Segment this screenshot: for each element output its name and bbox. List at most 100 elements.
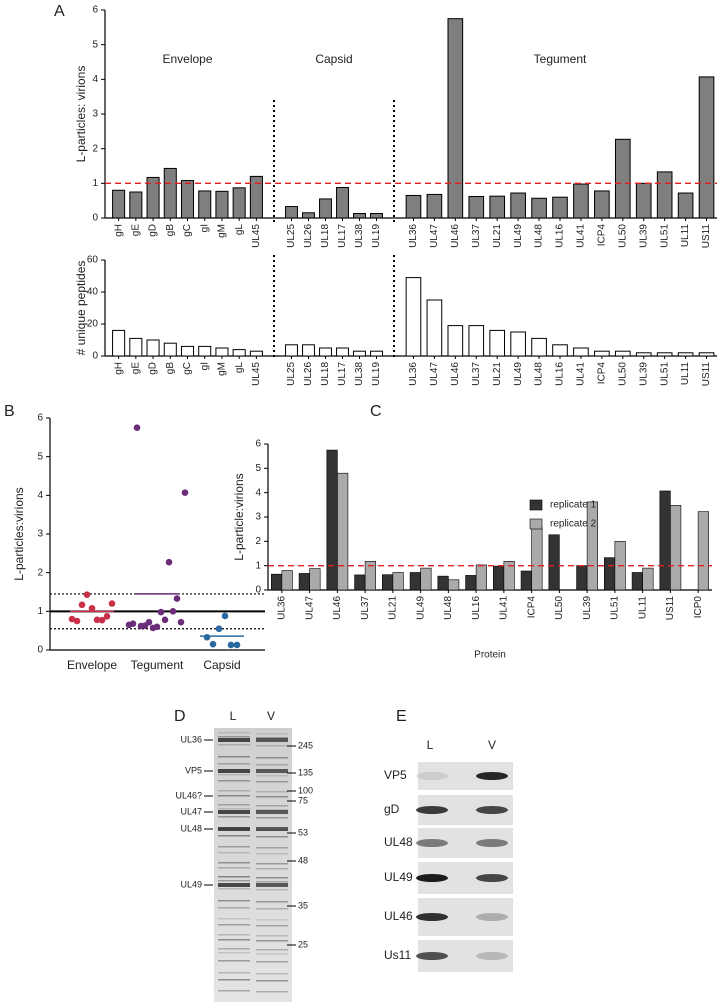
group-label: Tegument <box>534 52 587 66</box>
x-tick-label: UL17 <box>337 362 348 386</box>
y-tick-label: 3 <box>255 512 261 523</box>
point <box>157 608 165 616</box>
bar <box>586 501 598 591</box>
point <box>173 595 181 602</box>
x-tick-label: UL11 <box>680 224 691 248</box>
bar <box>677 352 694 357</box>
x-tick-label: UL11 <box>637 596 648 620</box>
bar <box>336 186 349 219</box>
y-tick-label: 3 <box>37 529 43 540</box>
gel-image <box>214 728 292 1002</box>
x-tick-label: gB <box>165 362 176 375</box>
bar <box>163 342 177 357</box>
point <box>129 620 137 628</box>
x-tick-label: UL39 <box>638 362 649 386</box>
point <box>221 612 229 620</box>
point <box>93 616 101 624</box>
gel-band <box>218 756 250 758</box>
y-axis-title: L-particles: virions <box>74 66 88 163</box>
blot-band <box>476 874 508 882</box>
row-label: VP5 <box>384 768 407 782</box>
blot-band <box>416 874 448 882</box>
gel-band <box>218 835 250 837</box>
x-axis-title: Protein <box>474 650 506 661</box>
bar <box>489 329 506 357</box>
blot-band <box>476 913 508 921</box>
gel-band <box>256 737 288 739</box>
point <box>78 601 86 609</box>
point <box>181 489 189 496</box>
bar <box>468 196 485 219</box>
bar <box>309 568 321 591</box>
gel-band <box>218 867 250 869</box>
bar <box>552 344 568 357</box>
lane-label: L <box>230 709 237 723</box>
x-tick-label: UL36 <box>408 362 419 386</box>
blot-band <box>416 952 448 960</box>
bar <box>548 534 560 591</box>
bar <box>198 345 212 357</box>
gel-band <box>218 744 250 746</box>
gel-band <box>256 868 288 870</box>
x-tick-label: UL49 <box>513 362 524 386</box>
bar <box>510 331 526 357</box>
protein-label: UL46? <box>175 790 202 800</box>
legend-label: replicate 2 <box>550 519 597 530</box>
bar <box>353 350 366 357</box>
x-tick-label: gL <box>234 362 245 374</box>
marker-label: 135 <box>298 767 313 777</box>
x-tick-label: gH <box>113 362 124 375</box>
x-tick-label: ICP4 <box>526 596 537 619</box>
bar <box>493 565 505 591</box>
gel-band <box>256 738 288 742</box>
bar <box>285 344 298 357</box>
x-tick-label: Envelope <box>67 658 117 672</box>
gel-band <box>218 780 250 782</box>
gel-band <box>256 883 288 887</box>
protein-label: UL36 <box>180 734 202 744</box>
gel-band <box>218 888 250 890</box>
point <box>215 625 223 633</box>
bar <box>302 344 315 357</box>
bar <box>112 189 126 219</box>
group-label: Envelope <box>162 52 212 66</box>
y-tick-label: 4 <box>92 74 98 85</box>
bar <box>382 574 394 591</box>
x-tick-label: UL37 <box>471 362 482 386</box>
point <box>103 613 111 620</box>
bar <box>426 299 443 357</box>
x-tick-label: gB <box>165 224 176 237</box>
gel-band <box>218 763 250 765</box>
protein-label: UL48 <box>180 823 202 833</box>
bar <box>635 182 652 219</box>
y-tick-label: 4 <box>255 487 261 498</box>
gel-band <box>218 948 250 950</box>
y-tick-label: 60 <box>87 255 99 266</box>
bar <box>573 183 589 219</box>
gel-band <box>256 775 288 777</box>
gel-band <box>256 781 288 783</box>
x-tick-label: UL26 <box>303 362 314 386</box>
x-tick-label: ICP4 <box>597 362 608 385</box>
y-axis-title: L-particles:virions <box>12 487 26 580</box>
x-tick-label: UL25 <box>286 224 297 248</box>
bar <box>249 350 263 357</box>
gel-band <box>218 876 250 878</box>
bar <box>215 190 229 219</box>
x-tick-label: UL39 <box>638 224 649 248</box>
gel-band <box>218 795 250 797</box>
gel-band <box>218 732 250 734</box>
x-tick-label: UL46 <box>450 362 461 386</box>
y-tick-label: 3 <box>92 109 98 120</box>
bar <box>420 567 432 591</box>
x-tick-label: US11 <box>701 362 712 387</box>
marker-label: 75 <box>298 795 308 805</box>
x-tick-label: US11 <box>665 596 676 621</box>
point <box>133 424 141 431</box>
x-tick-label: gC <box>182 362 193 375</box>
gel-band <box>256 953 288 955</box>
bar <box>448 579 460 591</box>
x-tick-label: UL47 <box>304 596 315 620</box>
bar <box>302 212 315 219</box>
y-tick-label: 5 <box>255 463 261 474</box>
